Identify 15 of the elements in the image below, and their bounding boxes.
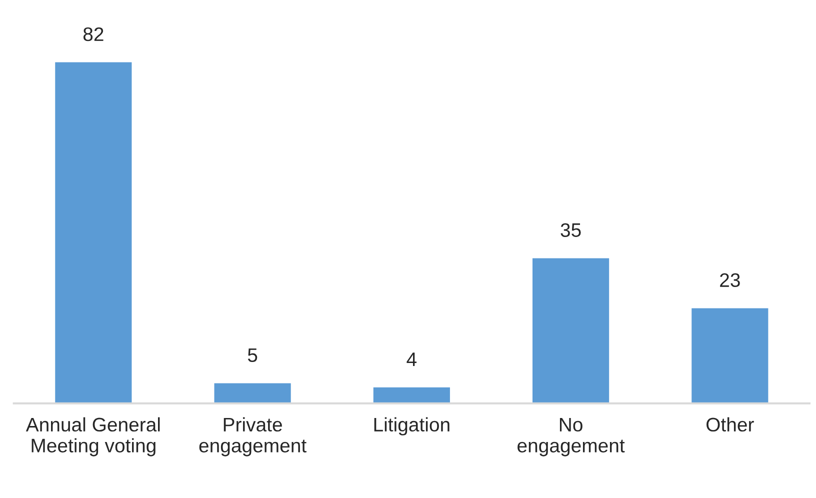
bar xyxy=(372,386,452,404)
data-label: 82 xyxy=(83,27,104,42)
x-tick-label: Litigation xyxy=(374,417,450,436)
data-label: 4 xyxy=(406,352,417,366)
x-tick-label: No engagement xyxy=(518,418,625,456)
bar xyxy=(690,306,770,404)
x-tick-label: Other xyxy=(706,417,754,432)
bar xyxy=(531,256,610,404)
x-tick-label: Annual General Meeting voting xyxy=(26,417,160,456)
x-tick-label: Private engagement xyxy=(199,417,306,456)
data-label: 35 xyxy=(560,223,581,237)
bar xyxy=(212,382,292,404)
data-label: 5 xyxy=(248,348,258,362)
data-label: 23 xyxy=(720,273,740,288)
bar xyxy=(54,60,134,404)
